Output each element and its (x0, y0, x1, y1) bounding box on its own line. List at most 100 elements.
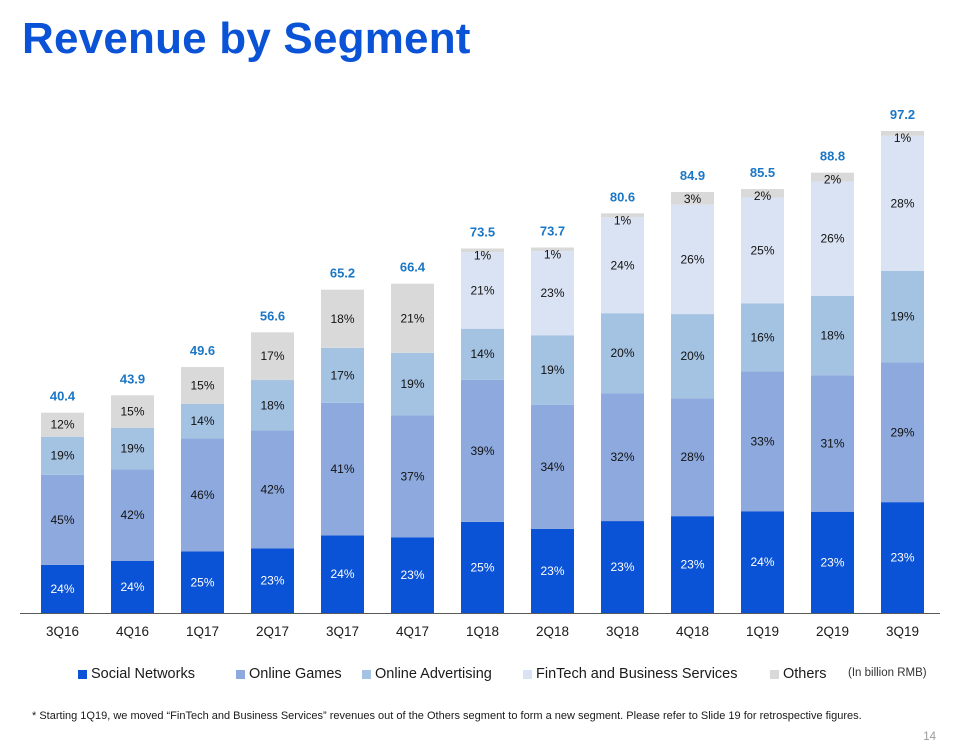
bar-segment-social-networks-3Q17 (321, 535, 364, 613)
bar-segment-online-advertising-2Q19 (811, 295, 854, 376)
total-label-1Q17: 49.6 (190, 343, 215, 358)
bar-segment-social-networks-4Q18 (671, 516, 714, 613)
segment-label: 14% (470, 347, 494, 361)
bar-segment-online-advertising-4Q17 (391, 352, 434, 416)
segment-label: 45% (50, 513, 74, 527)
legend-item: FinTech and Business Services (523, 666, 738, 682)
segment-label: 15% (190, 378, 214, 392)
bar-segment-online-games-4Q16 (111, 469, 154, 561)
x-tick-label: 3Q18 (606, 624, 639, 639)
bar-segment-social-networks-3Q18 (601, 521, 644, 613)
bar-segment-social-networks-2Q19 (811, 511, 854, 613)
total-label-3Q18: 80.6 (610, 189, 635, 204)
bar-segment-social-networks-1Q18 (461, 521, 504, 613)
segment-label: 24% (610, 258, 634, 272)
bar-segment-online-games-2Q19 (811, 375, 854, 512)
bar-segment-social-networks-2Q17 (251, 548, 294, 613)
total-label-2Q19: 88.8 (820, 149, 845, 164)
bar-segment-online-advertising-3Q17 (321, 347, 364, 403)
bar-segment-online-advertising-1Q18 (461, 328, 504, 380)
segment-label: 20% (680, 349, 704, 363)
x-tick-label: 1Q19 (746, 624, 779, 639)
bar-segment-online-games-4Q17 (391, 415, 434, 538)
legend-item: Social Networks (78, 666, 195, 682)
segment-label: 46% (190, 488, 214, 502)
bar-segment-others-4Q17 (391, 283, 434, 353)
bar-segment-social-networks-4Q17 (391, 537, 434, 613)
legend-item: Others (770, 666, 827, 682)
segment-label: 23% (610, 560, 634, 574)
segment-label: 39% (470, 444, 494, 458)
total-label-4Q17: 66.4 (400, 260, 426, 275)
segment-label: 24% (750, 555, 774, 569)
segment-label: 23% (540, 286, 564, 300)
bar-segment-fintech-and-business-services-3Q19 (881, 135, 924, 271)
bar-segment-online-games-1Q19 (741, 371, 784, 512)
segment-label: 18% (260, 398, 284, 412)
total-label-2Q17: 56.6 (260, 308, 285, 323)
segment-label: 23% (400, 568, 424, 582)
segment-label: 25% (470, 560, 494, 574)
segment-label: 1% (894, 131, 912, 145)
bar-segment-online-advertising-1Q19 (741, 303, 784, 372)
segment-label: 21% (470, 283, 494, 297)
segment-label: 28% (890, 196, 914, 210)
bar-segment-online-games-1Q17 (181, 438, 224, 552)
bar-segment-social-networks-2Q18 (531, 528, 574, 613)
segment-label: 23% (820, 555, 844, 569)
bar-segment-social-networks-1Q17 (181, 551, 224, 613)
bar-segment-online-games-2Q17 (251, 430, 294, 549)
segment-label: 15% (120, 405, 144, 419)
unit-note: (In billion RMB) (848, 667, 927, 679)
page-title: Revenue by Segment (22, 14, 471, 63)
legend-swatch (770, 669, 779, 679)
bar-segment-online-advertising-1Q17 (181, 403, 224, 439)
segment-label: 25% (190, 575, 214, 589)
bar-segment-online-advertising-3Q16 (41, 436, 84, 475)
legend-swatch (78, 669, 87, 679)
segment-label: 16% (750, 330, 774, 344)
x-tick-label: 3Q19 (886, 624, 919, 639)
legend-label: FinTech and Business Services (536, 666, 738, 682)
bar-segment-online-games-1Q18 (461, 379, 504, 522)
bar-segment-online-games-2Q18 (531, 404, 574, 529)
segment-label: 17% (260, 349, 284, 363)
x-tick-label: 4Q17 (396, 624, 429, 639)
bar-segment-online-advertising-4Q18 (671, 314, 714, 399)
bar-segment-social-networks-1Q19 (741, 511, 784, 613)
segment-label: 18% (330, 312, 354, 326)
bar-segment-others-2Q17 (251, 332, 294, 381)
bar-segment-others-3Q17 (321, 289, 364, 348)
legend-item: Online Advertising (362, 666, 492, 682)
bar-segment-online-advertising-3Q18 (601, 313, 644, 394)
segment-label: 1% (474, 249, 492, 263)
bar-segment-fintech-and-business-services-1Q19 (741, 197, 784, 304)
bar-segment-fintech-and-business-services-1Q18 (461, 252, 504, 329)
legend-label: Social Networks (91, 666, 195, 682)
segment-label: 32% (610, 450, 634, 464)
segment-label: 2% (754, 189, 772, 203)
legend-label: Online Games (249, 666, 342, 682)
segment-label: 20% (610, 346, 634, 360)
total-label-1Q18: 73.5 (470, 225, 495, 240)
legend-swatch (523, 669, 532, 679)
page-number: 14 (923, 731, 936, 743)
segment-label: 19% (400, 377, 424, 391)
total-label-1Q19: 85.5 (750, 165, 775, 180)
bar-segment-others-1Q17 (181, 367, 224, 404)
segment-label: 24% (50, 582, 74, 596)
segment-label: 19% (120, 442, 144, 456)
segment-label: 42% (260, 483, 284, 497)
bar-segment-fintech-and-business-services-2Q19 (811, 181, 854, 296)
x-tick-label: 3Q16 (46, 624, 79, 639)
segment-label: 23% (540, 564, 564, 578)
bar-segment-online-games-3Q16 (41, 474, 84, 565)
x-tick-label: 2Q19 (816, 624, 849, 639)
segment-label: 3% (684, 192, 702, 206)
legend-label: Online Advertising (375, 666, 492, 682)
chart-legend: Social Networks Online Games Online Advert… (78, 666, 948, 688)
bar-segment-fintech-and-business-services-3Q18 (601, 217, 644, 314)
bar-segment-online-advertising-2Q18 (531, 335, 574, 405)
segment-label: 33% (750, 434, 774, 448)
revenue-stacked-bar-chart: 24% 45% 19% 12% 40.4 3Q16 24% 42% 19% 15% 43.9 4Q16… (20, 107, 940, 639)
